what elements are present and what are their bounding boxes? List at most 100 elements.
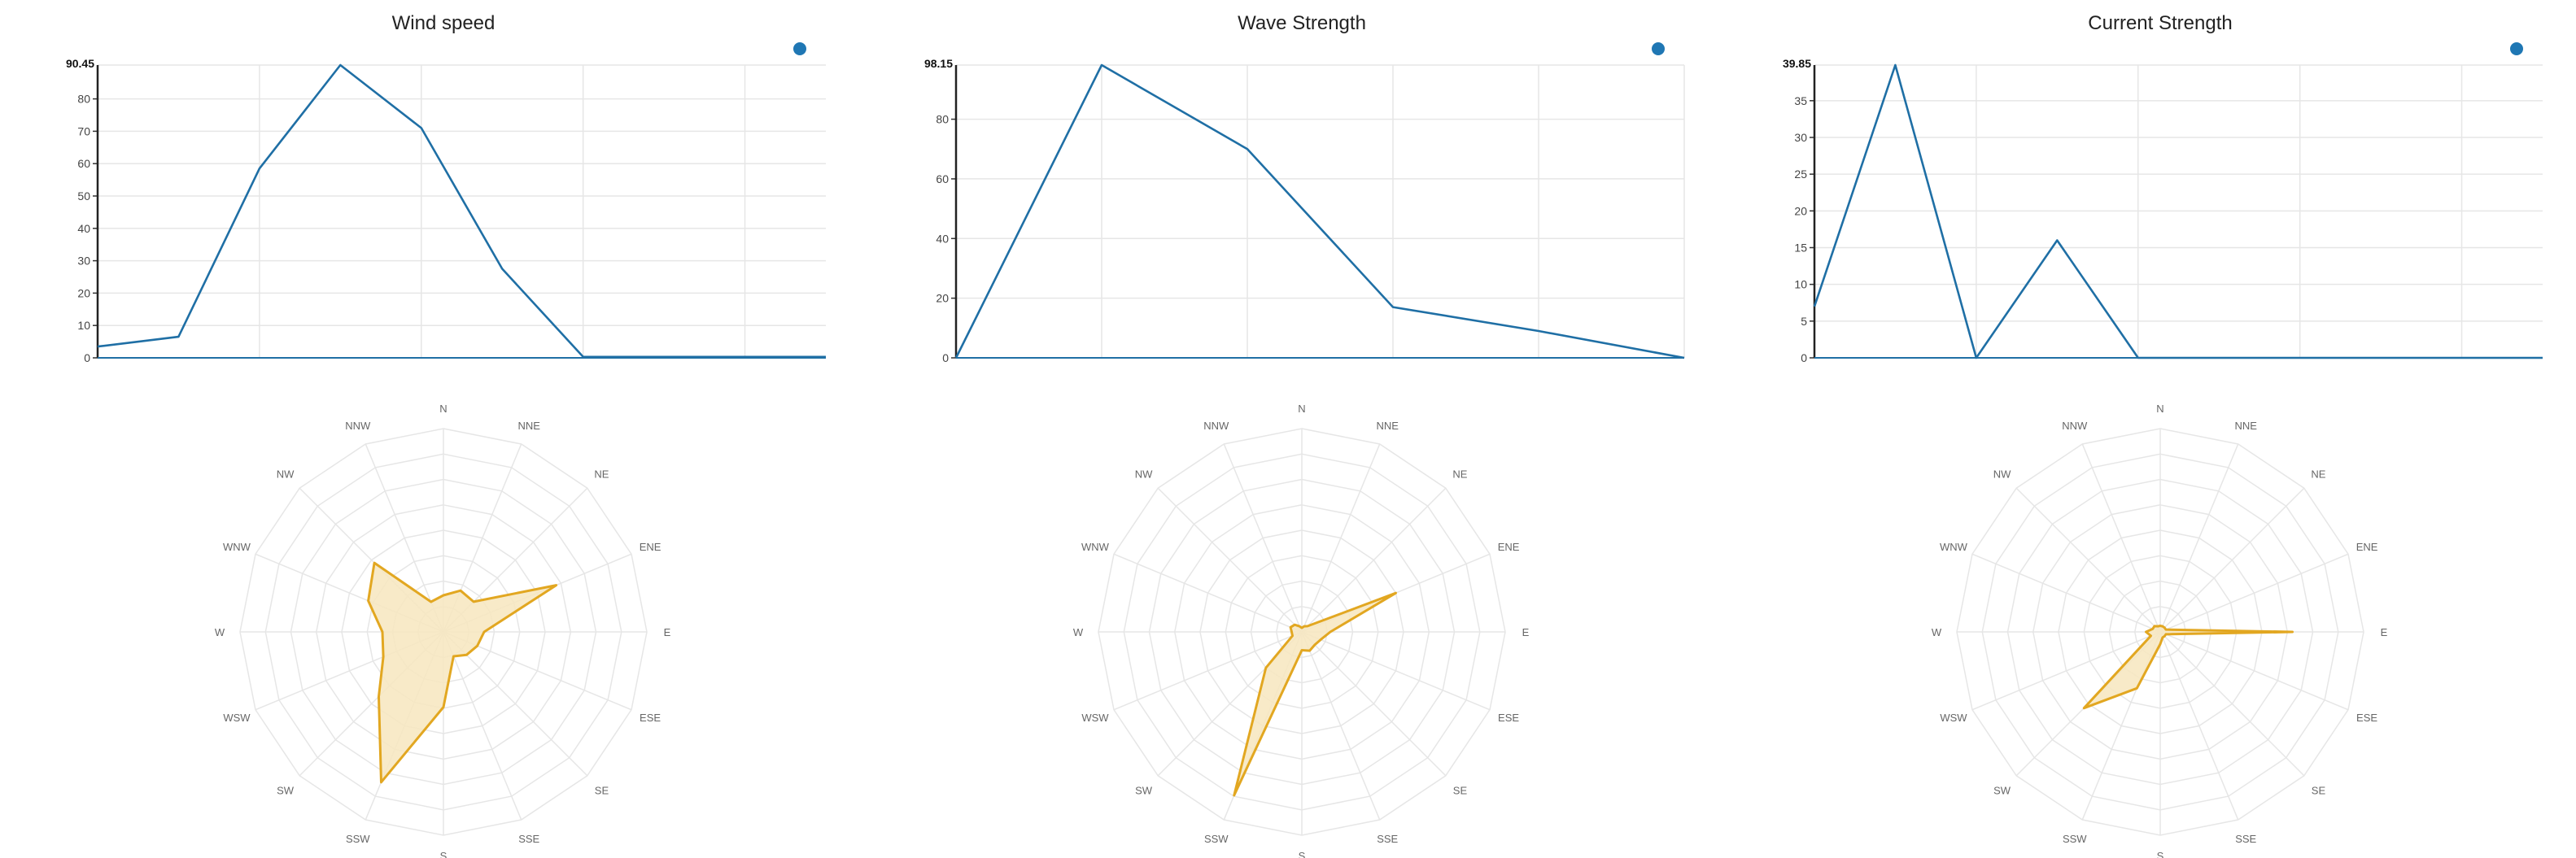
direction-label: SW: [1993, 784, 2011, 796]
direction-label: ENE: [1498, 541, 1520, 553]
radar-area: [367, 561, 558, 784]
direction-label: ENE: [640, 541, 661, 553]
direction-label: SE: [1453, 784, 1468, 796]
radar-spoke: [443, 631, 522, 821]
direction-label: NE: [1452, 468, 1467, 481]
y-max-label: 98.15: [924, 57, 953, 70]
y-tick-label: 50: [77, 189, 90, 203]
legend-dot: [2510, 42, 2523, 55]
radar-spoke: [2081, 443, 2161, 633]
wave-strength-line-chart: Wave Strength02040608098.150-0.10.1-0.50…: [924, 12, 1685, 364]
current-strength-line-chart: Current Strength0510152025303539.850-0.3…: [1783, 12, 2543, 364]
direction-label: SSW: [2063, 833, 2087, 845]
radar-spoke: [1113, 553, 1303, 633]
direction-label: E: [1522, 626, 1530, 638]
y-tick-label: 0: [942, 351, 949, 364]
wave-direction-radar-chart: N NNE NE ENE E ESE SE SSE S SSW SW WSW W WNW NW NNW: [1073, 403, 1530, 858]
y-tick-label: 80: [936, 113, 949, 126]
y-max-label: 39.85: [1783, 57, 1811, 70]
series-line: [97, 63, 826, 359]
direction-label: S: [440, 850, 448, 858]
direction-label: E: [2381, 626, 2388, 638]
y-tick-label: 40: [936, 232, 949, 245]
y-max-label: 90.45: [66, 57, 94, 70]
direction-label: W: [215, 626, 225, 638]
radar-spoke: [2159, 443, 2239, 633]
y-tick-label: 20: [1794, 204, 1807, 217]
legend-dot: [793, 42, 806, 55]
radar-spoke: [1301, 631, 1491, 711]
radar-spoke: [1301, 631, 1447, 777]
direction-label: NNE: [1377, 420, 1399, 432]
radar-spoke: [443, 631, 588, 777]
direction-label: NNE: [518, 420, 541, 432]
radar-spoke: [2159, 631, 2239, 821]
series-line: [954, 63, 1685, 359]
wind-speed-line-chart: Wind speed0102030405060708090.450-13-610…: [66, 12, 827, 364]
radar-spoke: [2159, 553, 2349, 633]
direction-label: S: [2157, 850, 2164, 858]
direction-label: NE: [594, 468, 609, 481]
current-panel: Current Strength0510152025303539.850-0.3…: [1717, 0, 2555, 858]
y-tick-label: 30: [77, 255, 90, 268]
direction-label: SSE: [1377, 833, 1398, 845]
direction-label: N: [439, 403, 447, 415]
direction-label: E: [664, 626, 671, 638]
chart-title: Wave Strength: [1238, 12, 1366, 34]
direction-label: N: [1298, 403, 1305, 415]
direction-label: WSW: [1081, 712, 1109, 724]
wind-direction-radar-chart: N NNE NE ENE E ESE SE SSE S SSW SW WSW W WNW NW NNW: [215, 403, 671, 858]
direction-label: SSW: [1204, 833, 1229, 845]
y-tick-label: 60: [936, 172, 949, 185]
current-direction-radar-chart: N NNE NE ENE E ESE SE SSE S SSW SW WSW W WNW NW NNW: [1932, 403, 2388, 858]
direction-label: S: [1299, 850, 1306, 858]
direction-label: NNW: [345, 420, 371, 432]
direction-label: NW: [1993, 468, 2011, 481]
y-tick-label: 10: [1794, 278, 1807, 291]
chart-title: Wind speed: [392, 12, 496, 34]
direction-label: ESE: [1498, 712, 1519, 724]
direction-label: ESE: [640, 712, 661, 724]
wave-panel: Wave Strength02040608098.150-0.10.1-0.50…: [858, 0, 1696, 858]
radar-spoke: [1223, 443, 1303, 633]
direction-label: N: [2156, 403, 2163, 415]
radar-spoke: [2159, 487, 2305, 633]
y-tick-label: 5: [1801, 315, 1807, 328]
direction-label: NW: [1135, 468, 1153, 481]
direction-label: SSE: [518, 833, 539, 845]
y-tick-label: 40: [77, 222, 90, 235]
direction-label: W: [1073, 626, 1084, 638]
radar-spoke: [1301, 443, 1381, 633]
direction-label: SSW: [346, 833, 370, 845]
y-tick-label: 25: [1794, 168, 1807, 181]
radar-spoke: [2159, 631, 2305, 777]
direction-label: ENE: [2356, 541, 2378, 553]
direction-label: NNW: [1203, 420, 1229, 432]
direction-label: SW: [277, 784, 295, 796]
radar-spoke: [1971, 553, 2161, 633]
series-line: [1813, 63, 2543, 359]
direction-label: WNW: [1940, 541, 1968, 553]
direction-label: WNW: [223, 541, 251, 553]
direction-label: W: [1932, 626, 1942, 638]
direction-label: WSW: [1940, 712, 1967, 724]
radar-spoke: [1157, 487, 1303, 633]
y-tick-label: 60: [77, 157, 90, 170]
radar-spoke: [1301, 487, 1447, 633]
y-tick-label: 20: [936, 292, 949, 305]
direction-label: NNW: [2062, 420, 2088, 432]
y-tick-label: 15: [1794, 241, 1807, 254]
y-tick-label: 80: [77, 93, 90, 106]
radar-spoke: [1113, 631, 1303, 711]
y-tick-label: 70: [77, 124, 90, 137]
radar-spoke: [1971, 631, 2161, 711]
y-tick-label: 0: [84, 351, 90, 364]
y-tick-label: 30: [1794, 131, 1807, 144]
direction-label: ESE: [2356, 712, 2377, 724]
wind-panel: Wind speed0102030405060708090.450-13-610…: [0, 0, 838, 858]
legend-dot: [1652, 42, 1665, 55]
direction-label: WSW: [223, 712, 251, 724]
y-tick-label: 10: [77, 319, 90, 332]
direction-label: SW: [1135, 784, 1153, 796]
y-tick-label: 20: [77, 286, 90, 299]
